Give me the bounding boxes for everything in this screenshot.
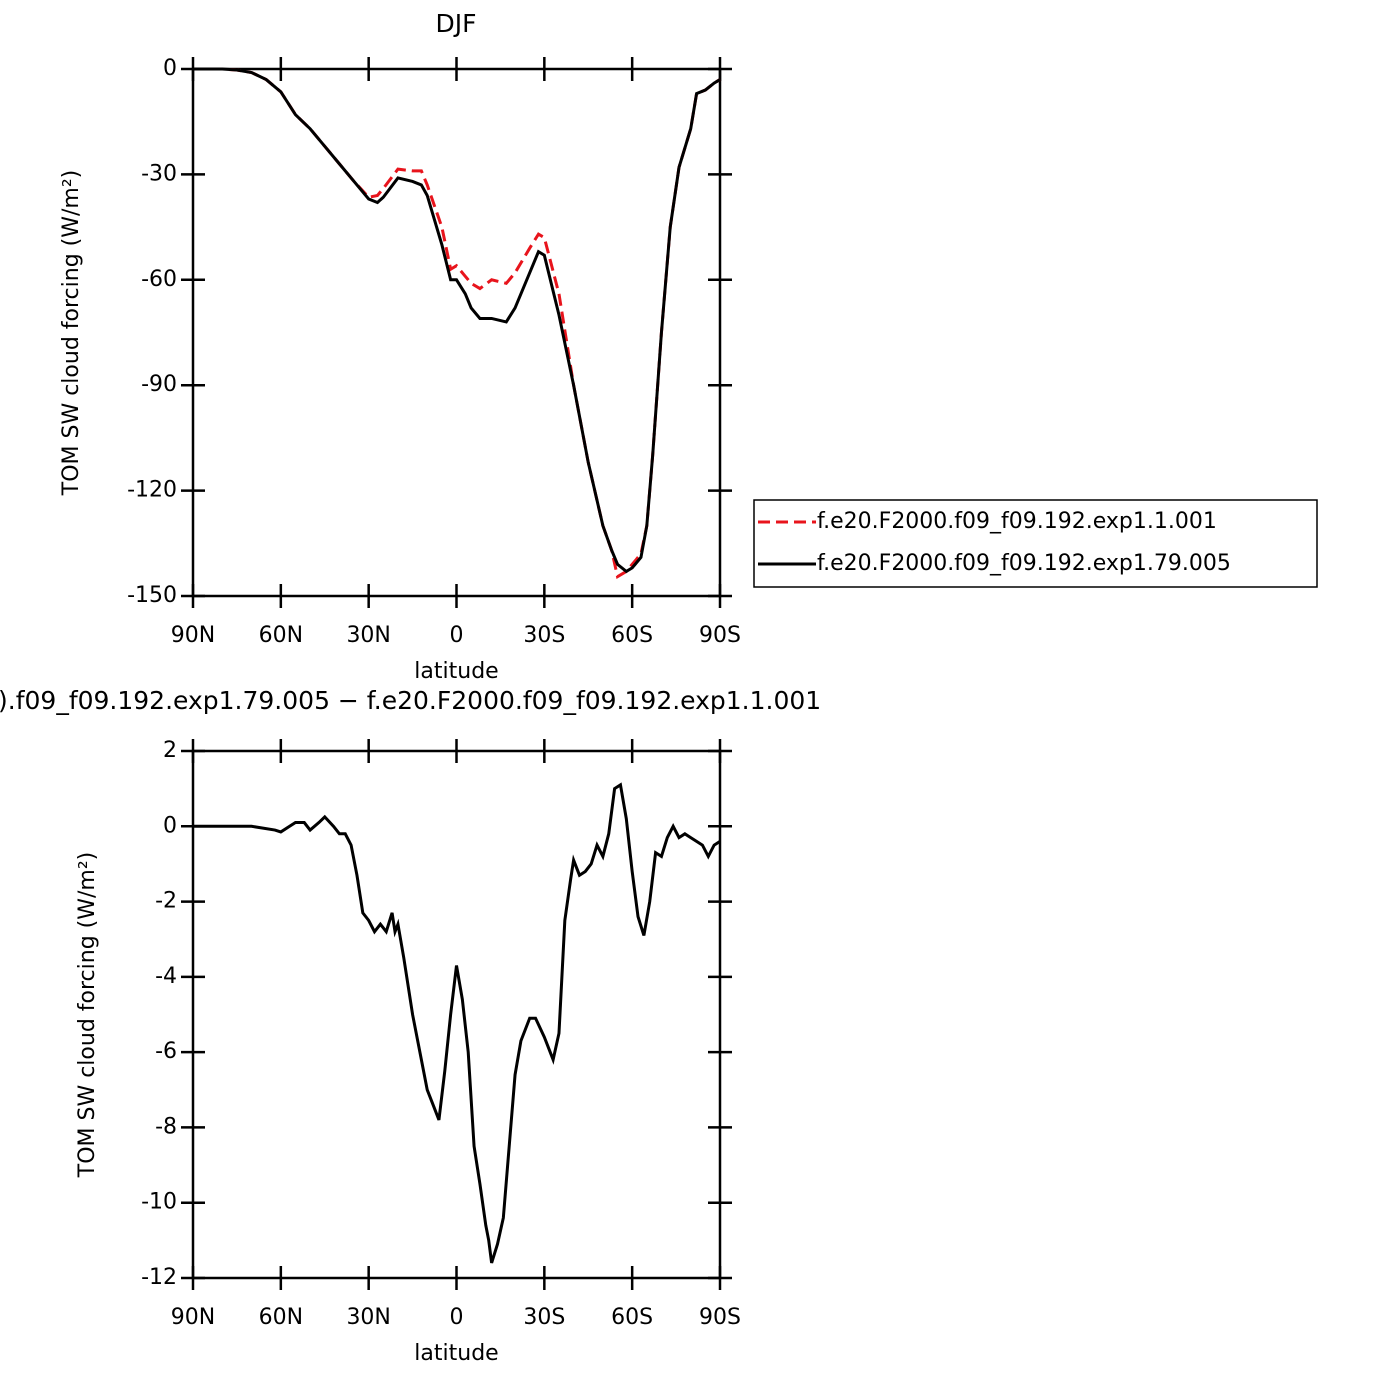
y-tick-label: -120 bbox=[127, 478, 177, 503]
y-axis-label: TOM SW cloud forcing (W/m²) bbox=[59, 170, 84, 496]
x-tick-label: 60N bbox=[259, 623, 303, 648]
x-tick-label: 0 bbox=[450, 1305, 464, 1330]
x-tick-label: 0 bbox=[450, 623, 464, 648]
y-tick-label: -30 bbox=[141, 161, 177, 186]
x-tick-label: 90S bbox=[699, 623, 741, 648]
y-tick-label: -8 bbox=[155, 1114, 177, 1139]
y-tick-label: 2 bbox=[163, 738, 177, 763]
y-tick-label: -150 bbox=[127, 583, 177, 608]
x-tick-label: 60S bbox=[611, 623, 653, 648]
x-axis-label: latitude bbox=[414, 659, 498, 684]
panel: DJF latitude TOM SW cloud forcing (W/m²) 0 -… bbox=[59, 9, 1318, 684]
series-line bbox=[193, 782, 721, 1264]
legend: f.e20.F2000.f09_f09.192.exp1.1.001 f.e20.… bbox=[753, 499, 1318, 588]
legend-label: f.e20.F2000.f09_f09.192.exp1.79.005 bbox=[817, 551, 1231, 576]
y-tick-label: -60 bbox=[141, 267, 177, 292]
x-axis-label: latitude bbox=[414, 1341, 498, 1366]
x-tick-label: 60N bbox=[259, 1305, 303, 1330]
y-tick-label: 0 bbox=[163, 56, 177, 81]
y-tick-label: 0 bbox=[163, 813, 177, 838]
chart-title: ).f09_f09.192.exp1.79.005 − f.e20.F2000.… bbox=[0, 686, 821, 715]
x-tick-label: 30N bbox=[346, 623, 390, 648]
plot-frame bbox=[191, 749, 722, 1280]
legend-box bbox=[753, 499, 1318, 588]
x-tick-label: 30S bbox=[523, 623, 565, 648]
x-tick-label: 60S bbox=[611, 1305, 653, 1330]
y-tick-label: -12 bbox=[141, 1265, 177, 1290]
y-tick-label: -10 bbox=[141, 1190, 177, 1215]
series-line bbox=[193, 67, 721, 580]
x-tick-label: 30S bbox=[523, 1305, 565, 1330]
legend-label: f.e20.F2000.f09_f09.192.exp1.1.001 bbox=[817, 509, 1217, 534]
x-tick-label: 30N bbox=[346, 1305, 390, 1330]
plot-frame bbox=[191, 67, 722, 598]
series-line bbox=[193, 67, 721, 574]
x-tick-label: 90N bbox=[171, 623, 215, 648]
x-tick-label: 90S bbox=[699, 1305, 741, 1330]
y-axis-label: TOM SW cloud forcing (W/m²) bbox=[75, 852, 100, 1178]
y-tick-label: -90 bbox=[141, 372, 177, 397]
y-tick-label: -2 bbox=[155, 889, 177, 914]
y-tick-label: -6 bbox=[155, 1039, 177, 1064]
x-tick-label: 90N bbox=[171, 1305, 215, 1330]
panel: ).f09_f09.192.exp1.79.005 − f.e20.F2000.… bbox=[0, 686, 821, 1366]
y-tick-label: -4 bbox=[155, 964, 177, 989]
chart-title: DJF bbox=[435, 9, 476, 38]
